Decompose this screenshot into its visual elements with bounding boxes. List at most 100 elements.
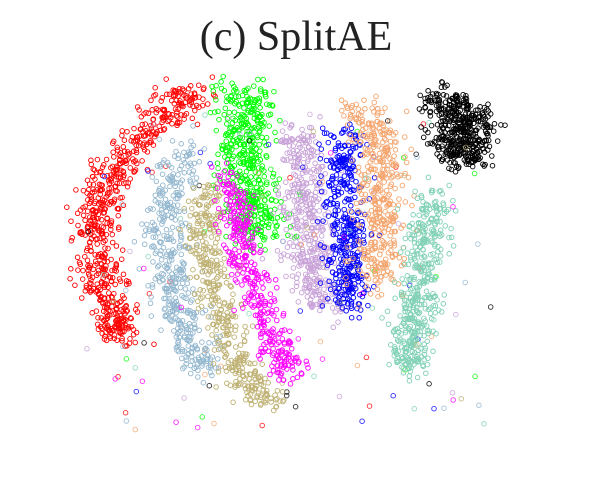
scatter-point: [242, 207, 249, 214]
scatter-point: [319, 255, 326, 261]
scatter-point: [336, 279, 342, 286]
scatter-point: [300, 137, 306, 143]
scatter-point: [200, 379, 207, 386]
scatter-outlier-point: [471, 170, 478, 177]
scatter-point: [139, 121, 146, 128]
scatter-point: [224, 121, 230, 127]
scatter-point: [117, 160, 123, 166]
scatter-point: [321, 286, 327, 292]
scatter-point: [283, 273, 289, 280]
scatter-point: [102, 245, 108, 251]
scatter-point: [123, 281, 130, 288]
scatter-point: [241, 151, 247, 157]
scatter-point: [193, 102, 200, 109]
scatter-point: [187, 102, 193, 108]
scatter-point: [288, 158, 294, 164]
scatter-point: [269, 102, 275, 108]
scatter-point: [316, 208, 323, 214]
scatter-point: [303, 221, 309, 228]
scatter-point: [329, 176, 335, 183]
scatter-point: [130, 326, 137, 333]
scatter-point: [116, 180, 123, 186]
scatter-point: [92, 218, 98, 225]
scatter-point: [172, 217, 179, 223]
scatter-point: [274, 248, 281, 254]
scatter-series-9: [110, 128, 469, 414]
scatter-point: [259, 122, 265, 129]
scatter-point: [272, 187, 279, 193]
scatter-point: [82, 203, 88, 210]
scatter-point: [290, 164, 297, 171]
scatter-point: [310, 201, 316, 208]
scatter-point: [237, 134, 243, 141]
scatter-point: [322, 171, 328, 177]
scatter-point: [469, 163, 476, 170]
scatter-point: [257, 242, 264, 249]
scatter-point: [156, 123, 162, 130]
scatter-point: [101, 258, 108, 264]
scatter-point: [270, 173, 276, 180]
scatter-point: [97, 251, 104, 257]
scatter-point: [169, 224, 176, 231]
scatter-point: [153, 131, 159, 138]
scatter-point: [200, 287, 207, 294]
scatter-point: [114, 337, 120, 343]
scatter-point: [318, 146, 325, 152]
scatter-point: [244, 120, 251, 127]
scatter-point: [285, 194, 292, 200]
scatter-point: [249, 106, 255, 112]
scatter-point: [214, 235, 221, 242]
scatter-point: [108, 165, 114, 171]
scatter-point: [399, 182, 406, 189]
scatter-point: [353, 178, 359, 185]
scatter-point: [178, 185, 185, 191]
scatter-point: [269, 363, 275, 369]
scatter-point: [101, 284, 108, 291]
scatter-point: [243, 87, 250, 93]
scatter-point: [278, 253, 284, 259]
scatter-point: [229, 156, 235, 162]
scatter-point: [163, 76, 169, 82]
scatter-point: [191, 91, 198, 97]
scatter-point: [294, 219, 300, 225]
scatter-point: [232, 241, 239, 247]
scatter-point: [111, 332, 118, 338]
scatter-point: [166, 91, 173, 98]
scatter-point: [168, 97, 175, 104]
scatter-point: [209, 332, 215, 338]
scatter-outlier-point: [206, 382, 213, 389]
scatter-point: [299, 201, 305, 208]
scatter-point: [145, 110, 152, 117]
scatter-point: [272, 232, 278, 238]
scatter-point: [291, 198, 298, 204]
scatter-point: [169, 120, 175, 127]
scatter-point: [353, 200, 360, 207]
scatter-point: [187, 274, 193, 281]
scatter-point: [118, 256, 125, 262]
scatter-point: [95, 326, 102, 332]
scatter-point: [100, 210, 107, 216]
scatter-point: [102, 300, 109, 306]
scatter-point: [112, 183, 118, 190]
scatter-point: [422, 305, 429, 312]
scatter-point: [332, 207, 339, 214]
scatter-point: [414, 374, 421, 381]
scatter-point: [111, 198, 118, 204]
scatter-point: [306, 211, 312, 218]
scatter-point: [229, 120, 236, 126]
scatter-outlier-point: [450, 203, 456, 210]
scatter-point: [95, 195, 102, 201]
scatter-point: [258, 86, 264, 92]
scatter-point: [365, 302, 371, 309]
scatter-point: [260, 76, 266, 83]
scatter-outlier-point: [476, 402, 482, 409]
scatter-outlier-point: [225, 114, 232, 121]
scatter-point: [264, 101, 270, 107]
scatter-outlier-point: [177, 215, 184, 222]
scatter-point: [239, 125, 245, 131]
scatter-point: [104, 258, 111, 265]
scatter-point: [378, 247, 384, 254]
scatter-point: [274, 387, 281, 394]
scatter-point: [139, 158, 145, 164]
scatter-point: [290, 367, 296, 373]
